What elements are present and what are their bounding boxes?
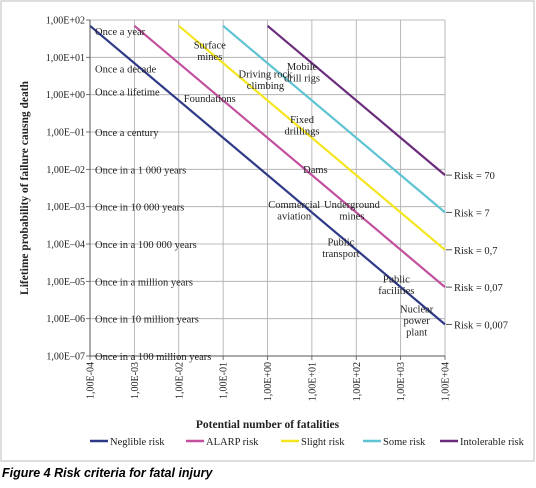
annotation-label: Surface [194, 41, 226, 52]
series-line [133, 24, 446, 288]
annotation-label: Dams [303, 165, 328, 176]
x-tick-label: 1,00E-04 [86, 362, 97, 399]
risk-label: Risk = 0,007 [454, 320, 508, 331]
series-line [222, 24, 446, 214]
frequency-label: Once in a 100 000 years [95, 240, 197, 251]
annotation-label: Public [327, 237, 354, 248]
annotation-label: drillings [285, 127, 320, 138]
annotation-label: Foundations [184, 94, 236, 105]
x-tick-label: 1,00E+03 [396, 362, 407, 401]
y-tick-label: 1,00E–02 [46, 165, 85, 176]
x-tick-label: 1,00E-03 [130, 362, 141, 399]
annotation-label: power [404, 316, 431, 327]
legend-label: Neglible risk [110, 437, 165, 448]
frequency-label: Once a century [95, 128, 159, 139]
frequency-label: Once a year [95, 27, 146, 38]
annotation-label: mines [197, 52, 222, 63]
y-axis-label: Lifetime probability of failure causng d… [19, 80, 31, 295]
y-tick-label: 1,00E–01 [46, 128, 85, 139]
annotation-label: facilities [378, 286, 414, 297]
x-tick-label: 1,00E+00 [263, 362, 274, 401]
legend-label: Slight risk [301, 437, 345, 448]
y-tick-label: 1,00E–05 [46, 277, 85, 288]
legend-label: ALARP risk [206, 437, 259, 448]
y-tick-label: 1,00E–04 [46, 240, 85, 251]
annotation-label: Commercial [268, 200, 320, 211]
frequency-label: Once in a 1 000 years [95, 165, 186, 176]
series-line [89, 24, 446, 326]
frequency-label: Once in a 100 million years [95, 352, 211, 363]
frequency-label: Once in 10 000 years [95, 203, 184, 214]
risk-label: Risk = 0,07 [454, 283, 503, 294]
x-tick-label: 1,00E+04 [441, 362, 452, 401]
annotation-label: drill rigs [284, 73, 320, 84]
y-tick-label: 1,00E+01 [46, 53, 85, 64]
risk-label: Risk = 0,7 [454, 246, 498, 257]
y-tick-label: 1,00E+02 [46, 16, 85, 27]
annotation-label: Driving rock [238, 70, 293, 81]
x-tick-label: 1,00E+02 [352, 362, 363, 401]
annotation-label: Public [383, 275, 410, 286]
frequency-label: Once in a million years [95, 277, 193, 288]
x-tick-label: 1,00E+01 [307, 362, 318, 401]
annotation-label: Nuclear [400, 304, 434, 315]
y-tick-label: 1,00E–06 [46, 314, 85, 325]
legend-label: Some risk [383, 437, 426, 448]
figure-caption: Figure 4 Risk criteria for fatal injury [2, 466, 213, 480]
annotation-label: transport [322, 249, 359, 260]
risk-label: Risk = 7 [454, 208, 490, 219]
frequency-label: Once a lifetime [95, 88, 160, 99]
y-tick-label: 1,00E+00 [46, 90, 85, 101]
annotation-label: climbing [247, 81, 285, 92]
x-axis-label: Potential number of fatalities [196, 419, 340, 431]
y-tick-label: 1,00E–03 [46, 202, 85, 213]
frequency-label: Once a decade [95, 65, 157, 76]
annotation-label: plant [406, 327, 427, 338]
annotation-label: mines [339, 212, 364, 223]
series-line [266, 24, 446, 176]
annotation-label: Underground [324, 200, 381, 211]
series-line [178, 24, 446, 251]
legend: Neglible risk ALARP risk Slight risk Some r… [90, 437, 525, 448]
legend-label: Intolerable risk [460, 437, 525, 448]
y-tick-label: 1,00E–07 [46, 352, 85, 363]
annotation-label: aviation [277, 212, 312, 223]
frequency-label: Once in 10 million years [95, 315, 199, 326]
x-tick-label: 1,00E-02 [174, 362, 185, 399]
annotation-label: Mobile [287, 62, 318, 73]
risk-label: Risk = 70 [454, 171, 495, 182]
x-tick-label: 1,00E-01 [219, 362, 230, 399]
annotation-label: Fixed [290, 115, 315, 126]
figure-frame [0, 0, 535, 462]
